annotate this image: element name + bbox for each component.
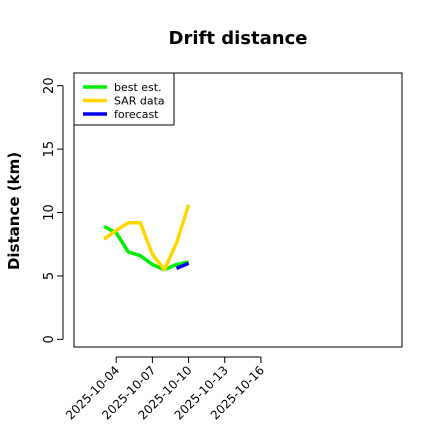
plot-frame (73, 72, 403, 348)
x-axis: 2025-10-042025-10-072025-10-102025-10-13… (63, 356, 267, 422)
y-tick-label: 20 (42, 77, 57, 94)
series-line-forecast (175, 261, 190, 271)
legend-label: forecast (114, 108, 159, 121)
legend-label: best est. (114, 81, 162, 94)
series-lines (103, 204, 191, 272)
y-tick-label: 10 (42, 204, 57, 221)
chart-title: Drift distance (169, 28, 308, 49)
series-line-best-est- (103, 224, 189, 272)
y-axis: 0 5 10 15 20 (42, 77, 64, 344)
y-tick-label: 15 (42, 141, 57, 158)
series-line-sar-data (103, 204, 191, 272)
y-axis-label: Distance (km) (5, 152, 23, 270)
legend-label: SAR data (114, 95, 165, 108)
y-tick-label: 5 (42, 272, 57, 280)
y-tick-label: 0 (42, 335, 57, 343)
